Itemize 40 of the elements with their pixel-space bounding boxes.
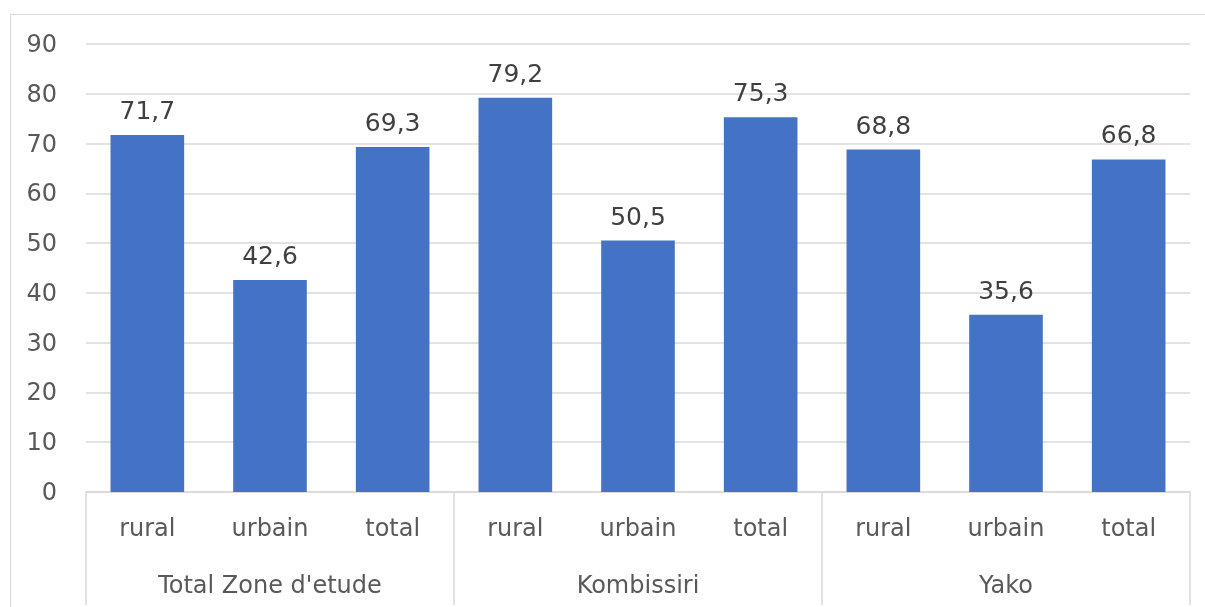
x-tick-label: total (733, 514, 789, 542)
data-label: 66,8 (1100, 120, 1157, 150)
bar (601, 240, 675, 492)
y-tick-label: 0 (41, 478, 57, 506)
y-tick-label: 70 (26, 129, 57, 158)
y-tick-label: 40 (26, 278, 57, 307)
text: Yako (978, 571, 1033, 599)
x-tick-label: rural (487, 514, 544, 542)
x-tick-label: rural (119, 514, 176, 542)
bar (723, 117, 798, 492)
text: Kombissiri (576, 571, 700, 599)
data-label: 42,6 (242, 240, 298, 270)
bar (846, 149, 921, 492)
x-tick-label: total (365, 514, 421, 542)
y-tick-label: 30 (26, 328, 57, 357)
bar (233, 279, 307, 492)
x-tick-label: urbain (967, 514, 1045, 542)
data-label: 68,8 (855, 110, 912, 140)
y-tick-label: 60 (26, 179, 57, 208)
x-tick-label: urbain (231, 514, 309, 542)
data-label: 35,6 (978, 275, 1034, 305)
y-tick-label: 50 (26, 229, 57, 258)
data-label: 50,5 (610, 201, 666, 231)
y-tick-label: 20 (26, 378, 57, 407)
bar (478, 97, 553, 492)
data-label: 71,7 (119, 96, 176, 126)
x-tick-label: rural (855, 514, 912, 542)
data-label: 75,3 (732, 78, 789, 108)
y-tick-label: 80 (26, 79, 57, 108)
y-tick-label: 90 (26, 30, 57, 58)
bar (969, 314, 1043, 492)
data-label: 69,3 (364, 108, 421, 138)
bar (110, 135, 185, 492)
bar (1091, 159, 1166, 492)
y-tick-label: 10 (26, 428, 57, 457)
data-label: 79,2 (487, 58, 544, 88)
x-tick-label: total (1101, 514, 1157, 542)
bar (355, 147, 430, 492)
x-tick-label: urbain (599, 514, 677, 542)
text: Total Zone d'etude (157, 571, 382, 599)
